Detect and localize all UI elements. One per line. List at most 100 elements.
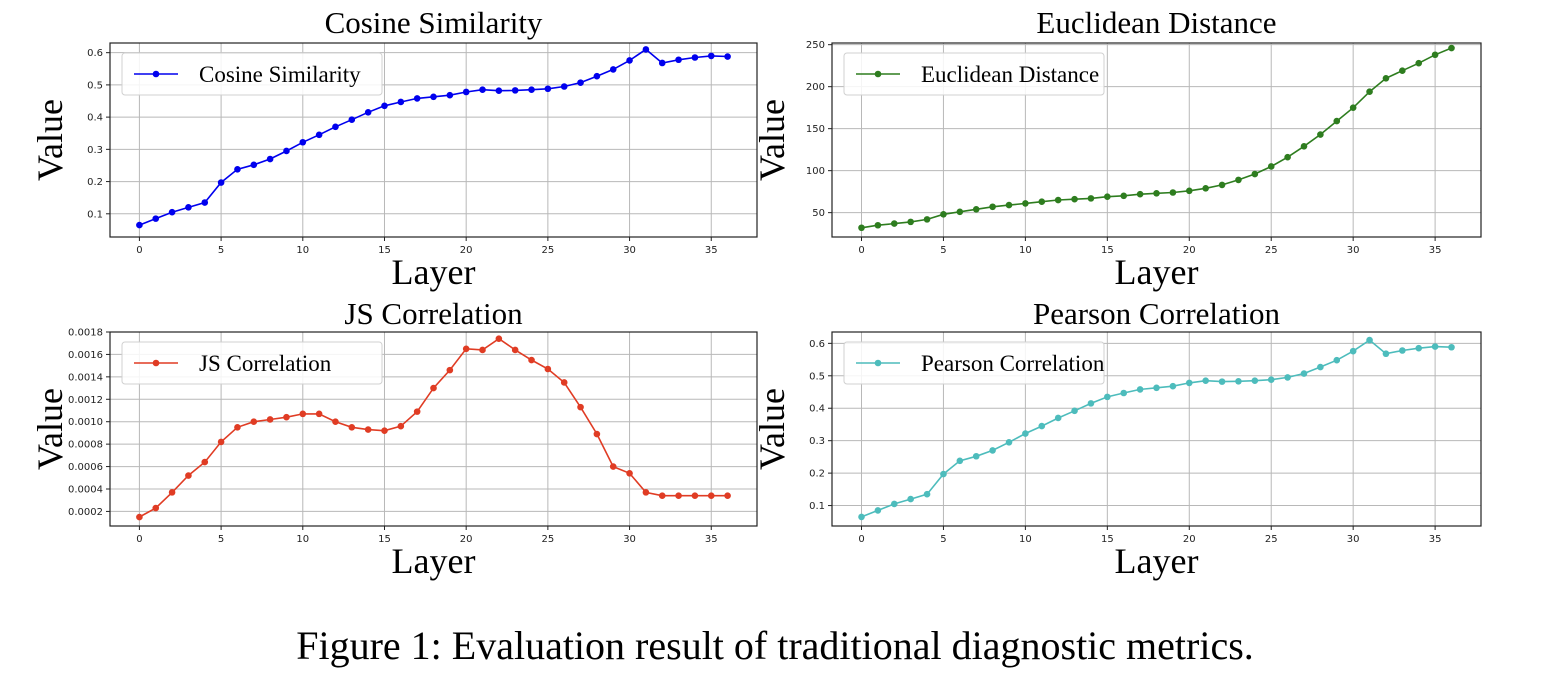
x-tick-label: 20 <box>1183 245 1196 256</box>
data-point <box>266 155 274 163</box>
data-point <box>430 384 437 392</box>
data-point <box>907 218 914 226</box>
x-tick-label: 15 <box>1101 245 1114 256</box>
data-point <box>956 208 964 216</box>
y-tick-label: 0.0002 <box>68 507 103 518</box>
data-point <box>1218 181 1226 189</box>
data-point <box>1185 187 1193 195</box>
data-point <box>462 88 470 96</box>
data-point <box>446 91 454 99</box>
data-point <box>1202 377 1209 384</box>
data-point <box>136 221 143 229</box>
data-point <box>658 59 666 67</box>
legend-label: JS Correlation <box>199 351 332 376</box>
data-point <box>495 87 503 94</box>
data-point <box>1300 142 1308 150</box>
data-point <box>315 131 323 139</box>
legend-marker <box>874 359 882 367</box>
legend-marker <box>152 70 160 78</box>
data-point <box>348 116 356 123</box>
data-point <box>495 335 503 343</box>
chart-panel-1: Euclidean Distance 0 5 10 15 20 25 30 35 50 100 150… <box>752 5 1482 292</box>
chart-title: Euclidean Distance <box>1036 5 1276 40</box>
data-point <box>858 513 865 521</box>
y-axis-label: Value <box>752 388 792 470</box>
data-point <box>1071 195 1078 203</box>
data-point <box>283 413 290 421</box>
data-point <box>1153 384 1160 392</box>
x-tick-label: 25 <box>1265 245 1278 256</box>
data-point <box>1366 336 1373 344</box>
data-point <box>1251 377 1259 384</box>
data-point <box>1235 378 1242 385</box>
data-point <box>1087 195 1095 202</box>
data-point <box>691 54 699 61</box>
data-point <box>858 224 865 232</box>
data-point <box>577 403 584 411</box>
y-tick-label: 50 <box>812 208 825 219</box>
data-point <box>528 86 535 94</box>
data-point <box>299 410 307 418</box>
data-point <box>1038 422 1046 430</box>
plot-frame <box>831 331 1482 527</box>
data-point <box>462 345 470 353</box>
plot-frame <box>831 42 1482 238</box>
x-tick-label: 0 <box>136 534 142 545</box>
x-tick-label: 15 <box>378 534 391 545</box>
data-point <box>544 365 552 373</box>
data-point <box>364 426 372 433</box>
data-point <box>1022 200 1029 207</box>
legend-label: Cosine Similarity <box>199 62 361 87</box>
data-point <box>1185 379 1193 387</box>
x-tick-label: 25 <box>542 245 555 256</box>
data-point <box>1300 370 1308 377</box>
x-tick-label: 30 <box>623 534 636 545</box>
data-point <box>1317 131 1324 138</box>
data-point <box>185 204 192 211</box>
y-tick-label: 0.0012 <box>68 395 103 406</box>
x-tick-label: 15 <box>1101 534 1114 545</box>
data-point <box>168 208 176 216</box>
plot-frame <box>109 42 758 238</box>
data-point <box>234 424 241 431</box>
x-tick-label: 35 <box>1429 534 1442 545</box>
data-point <box>1104 193 1111 200</box>
x-tick-label: 30 <box>1347 534 1360 545</box>
y-tick-label: 0.1 <box>87 209 103 220</box>
data-point <box>381 427 388 434</box>
data-point <box>1104 393 1111 401</box>
x-tick-label: 10 <box>1019 245 1032 256</box>
x-axis-label: Layer <box>1115 541 1199 581</box>
x-tick-label: 35 <box>1429 245 1442 256</box>
chart-panel-3: Pearson Correlation 0 5 10 15 20 25 30 35 0.1 0.2 0… <box>752 296 1482 581</box>
legend-box <box>843 52 1105 96</box>
data-point <box>1333 117 1341 125</box>
data-point <box>1136 190 1144 198</box>
data-point <box>413 408 421 415</box>
data-point <box>1153 190 1160 197</box>
data-point <box>1005 201 1013 209</box>
data-point <box>446 366 454 374</box>
data-point <box>250 161 258 169</box>
legend-label: Pearson Correlation <box>921 351 1105 376</box>
data-point <box>315 410 323 418</box>
data-point <box>1399 347 1406 354</box>
y-tick-label: 0.6 <box>87 48 103 59</box>
data-point <box>874 507 882 514</box>
data-point <box>479 86 486 94</box>
data-point <box>1267 376 1275 383</box>
y-tick-label: 0.2 <box>809 469 825 480</box>
data-point <box>266 416 274 423</box>
data-point <box>593 430 601 438</box>
y-tick-label: 0.3 <box>809 436 825 447</box>
x-tick-label: 0 <box>858 534 864 545</box>
data-point <box>234 166 241 173</box>
data-point <box>1349 347 1357 355</box>
data-point <box>1399 67 1406 75</box>
legend-box <box>121 52 383 96</box>
x-tick-label: 25 <box>542 534 555 545</box>
y-tick-label: 0.0018 <box>68 328 103 339</box>
y-tick-label: 0.4 <box>809 404 825 415</box>
x-axis-label: Layer <box>392 252 476 292</box>
data-point <box>707 492 715 500</box>
